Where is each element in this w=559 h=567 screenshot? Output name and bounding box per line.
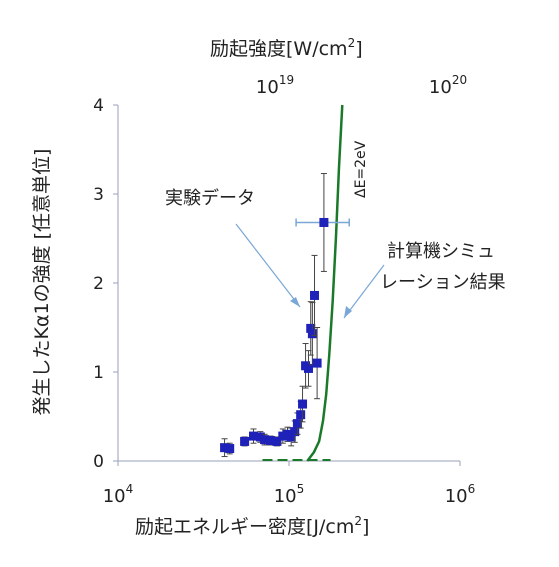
annotation-sim-arrow: [343, 264, 385, 319]
data-point-0: [220, 443, 230, 453]
data-point-2: [240, 436, 250, 446]
x-axis-title-end: ]: [362, 516, 369, 538]
data-point-1: [225, 444, 235, 454]
x-tick-label-4: 104: [103, 482, 134, 507]
top-tick-label-19: 1019: [256, 73, 294, 98]
data-point-11: [290, 427, 300, 437]
top-tick-label-20: 1020: [429, 73, 467, 98]
annotation-experimental-arrowhead: [290, 297, 300, 307]
y-axis-title: 発生したKα1の強度 [任意単位]: [31, 149, 53, 416]
data-point-5: [260, 435, 270, 445]
data-point-3: [248, 431, 258, 441]
y-tick-label-3: 3: [93, 185, 104, 205]
x-tick-label-6: 106: [445, 482, 476, 507]
annotation-experimental-arrow: [235, 223, 301, 308]
data-point-18: [307, 329, 317, 339]
x-tick-label-5: 105: [274, 482, 305, 507]
y-tick-label-4: 4: [93, 96, 104, 116]
annotation-experimental-data: 実験データ: [165, 188, 255, 209]
data-point-13: [296, 410, 306, 420]
data-point-10: [286, 432, 296, 442]
data-point-12: [292, 419, 302, 429]
data-point-21: [319, 217, 329, 227]
data-point-16: [303, 363, 313, 373]
data-point-14: [298, 399, 308, 409]
simulation-series: [262, 104, 344, 462]
data-point-20: [312, 358, 322, 368]
ticks: 0 1 2 3 4 104 105 106 1019 1020: [93, 73, 475, 507]
annotation-sim-line1: 計算機シミュ: [387, 241, 495, 262]
x-axis-title: 励起エネルギー密度[J/cm2]: [135, 514, 369, 538]
data-point-6: [266, 436, 276, 446]
top-axis-title-end: ]: [355, 38, 362, 60]
simulation-line: [306, 104, 344, 462]
data-point-7: [272, 436, 282, 446]
data-point-19: [310, 290, 320, 300]
y-tick-label-0: 0: [93, 452, 104, 472]
annotation-sim-arrowhead: [344, 306, 352, 318]
data-point-17: [306, 323, 316, 333]
y-tick-label-1: 1: [93, 363, 104, 383]
annotation-delta-e: ΔE=2eV: [353, 140, 369, 198]
top-axis-title: 励起強度[W/cm2]: [210, 36, 363, 60]
annotation-sim-line2: レーション結果: [380, 272, 506, 293]
x-axis-title-sup: 2: [354, 514, 362, 528]
top-axis-title-sup: 2: [348, 36, 356, 50]
experimental-series: [220, 173, 350, 458]
y-tick-label-2: 2: [93, 274, 104, 294]
data-point-8: [278, 431, 288, 441]
